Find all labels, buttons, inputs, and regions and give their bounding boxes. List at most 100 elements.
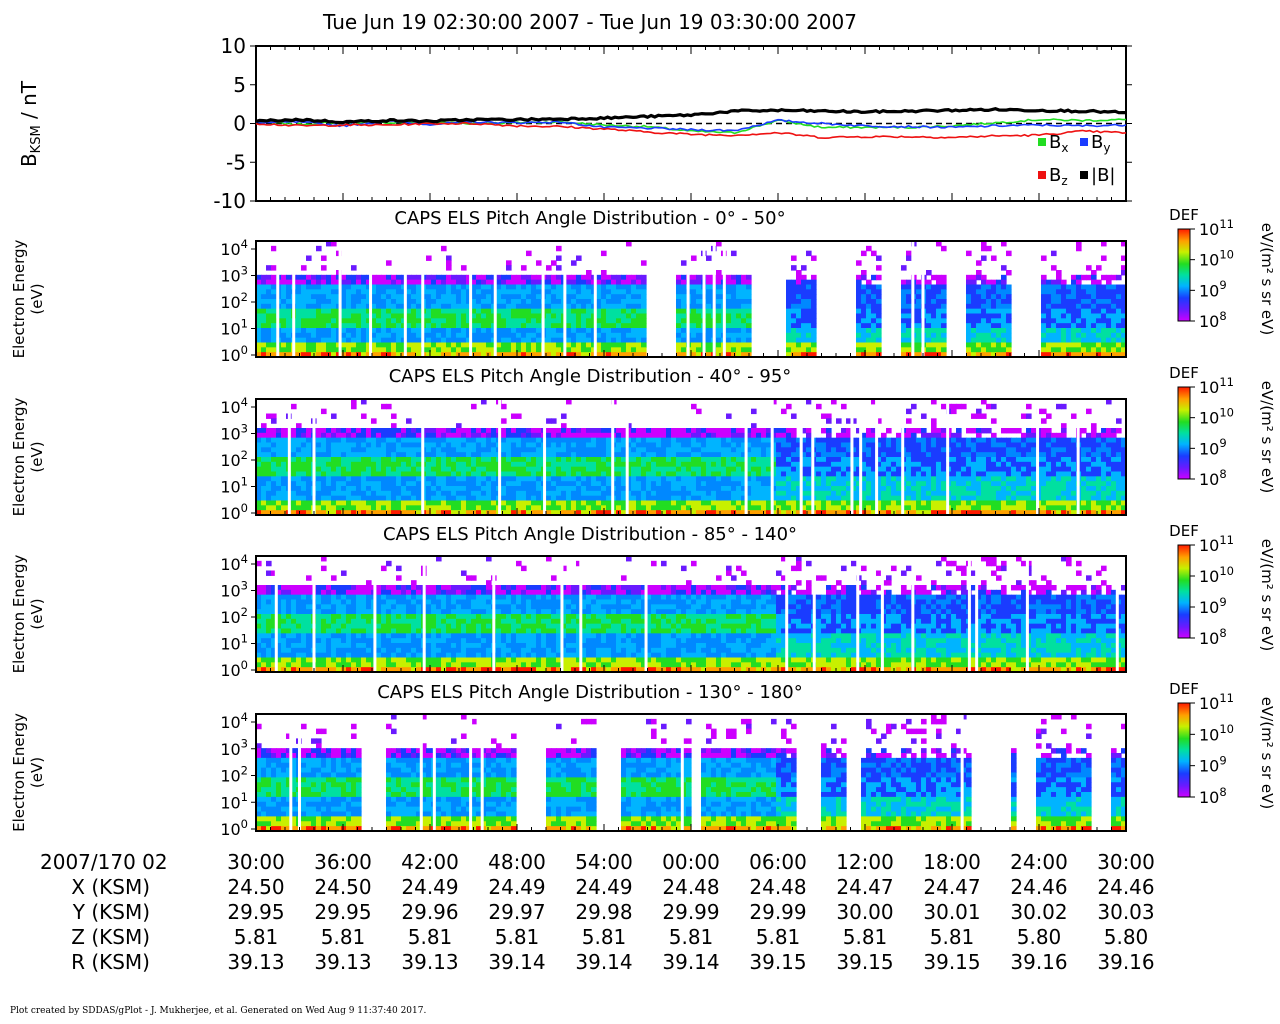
spectrogram-cell: [786, 481, 792, 486]
spectrogram-cell: [531, 433, 537, 438]
spectrogram-cell: [291, 467, 297, 472]
spectrogram-cell: [801, 318, 807, 323]
spectrogram-cell: [881, 433, 887, 438]
spectrogram-cell: [726, 314, 732, 319]
spectrogram-cell: [516, 323, 522, 328]
spectrogram-cell: [536, 328, 542, 333]
spectrogram-cell: [866, 505, 872, 510]
spectrogram-cell: [556, 285, 562, 290]
spectrogram-cell: [601, 270, 607, 275]
spectrogram-cell: [711, 443, 717, 448]
spectrogram-cell: [361, 443, 367, 448]
spectrogram-cell: [1061, 304, 1067, 309]
spectrogram-cell: [691, 443, 697, 448]
spectrogram-cell: [1096, 280, 1102, 285]
spectrogram-cell: [386, 343, 392, 348]
spectrogram-cell: [616, 457, 622, 462]
spectrogram-cell: [411, 462, 417, 467]
spectrogram-cell: [431, 338, 437, 343]
spectrogram-cell: [681, 304, 687, 309]
spectrogram-cell: [456, 323, 462, 328]
spectrogram-cell: [331, 501, 337, 506]
spectrogram-cell: [566, 457, 572, 462]
spectrogram-cell: [1111, 323, 1117, 328]
spectrogram-cell: [971, 333, 977, 338]
spectrogram-cell: [436, 338, 442, 343]
spectrogram-cell: [701, 476, 707, 481]
spectrogram-cell: [616, 501, 622, 506]
spectrogram-cell: [426, 256, 432, 261]
spectrogram-cell: [706, 318, 712, 323]
spectrogram-cell: [1091, 294, 1097, 299]
spectrogram-cell: [516, 501, 522, 506]
spectrogram-cell: [321, 294, 327, 299]
spectrogram-cell: [761, 428, 767, 433]
spectrogram-cell: [381, 505, 387, 510]
spectrogram-cell: [301, 452, 307, 457]
spectrogram-cell: [591, 496, 597, 501]
spectrogram-cell: [381, 433, 387, 438]
spectrogram-cell: [1001, 265, 1007, 270]
spectrogram-cell: [336, 505, 342, 510]
spectrogram-cell: [761, 433, 767, 438]
spectrogram-cell: [351, 472, 357, 477]
spectrogram-cell: [521, 476, 527, 481]
spectrogram-cell: [501, 333, 507, 338]
spectrogram-cell: [1086, 314, 1092, 319]
spectrogram-cell: [986, 328, 992, 333]
spectrogram-cell: [396, 294, 402, 299]
spectrogram-cell: [436, 476, 442, 481]
spectrogram-cell: [561, 462, 567, 467]
spectrogram-cell: [1091, 347, 1097, 352]
spectrogram-cell: [606, 304, 612, 309]
spectrogram-cell: [876, 289, 882, 294]
spectrogram-cell: [631, 323, 637, 328]
spectrogram-cell: [756, 472, 762, 477]
spectrogram-cell: [696, 280, 702, 285]
spectrogram-cell: [431, 433, 437, 438]
spectrogram-cell: [331, 299, 337, 304]
spectrogram-cell: [761, 476, 767, 481]
spectrogram-cell: [806, 457, 812, 462]
spectrogram-cell: [531, 467, 537, 472]
spectrogram-cell: [1111, 299, 1117, 304]
spectrogram-cell: [811, 328, 817, 333]
spectrogram-cell: [266, 309, 272, 314]
spectrogram-cell: [461, 476, 467, 481]
spectrogram-cell: [861, 314, 867, 319]
spectrogram-cell: [586, 270, 592, 275]
spectrogram-cell: [1051, 314, 1057, 319]
spectrogram-cell: [316, 338, 322, 343]
spectrogram-cell: [776, 476, 782, 481]
spectrogram-cell: [701, 428, 707, 433]
spectrogram-cell: [1006, 333, 1012, 338]
spectrogram-cell: [616, 428, 622, 433]
spectrogram-cell: [411, 314, 417, 319]
spectrogram-cell: [446, 452, 452, 457]
spectrogram-cell: [316, 343, 322, 348]
spectrogram-cell: [296, 438, 302, 443]
spectrogram-cell: [351, 309, 357, 314]
spectrogram-cell: [536, 289, 542, 294]
spectrogram-cell: [521, 314, 527, 319]
spectrogram-cell: [796, 323, 802, 328]
spectrogram-cell: [631, 476, 637, 481]
spectrogram-cell: [731, 472, 737, 477]
spectrogram-cell: [776, 443, 782, 448]
spectrogram-cell: [926, 270, 932, 275]
spectrogram-cell: [1091, 318, 1097, 323]
spectrogram-cell: [551, 309, 557, 314]
spectrogram-cell: [556, 299, 562, 304]
spectrogram-cell: [1066, 338, 1072, 343]
spectrogram-cell: [306, 462, 312, 467]
spectrogram-cell: [711, 438, 717, 443]
spectrogram-cell: [481, 314, 487, 319]
spectrogram-cell: [311, 343, 317, 348]
spectrogram-cell: [926, 285, 932, 290]
spectrogram-cell: [346, 304, 352, 309]
spectrogram-cell: [611, 333, 617, 338]
spectrogram-cell: [376, 328, 382, 333]
spectrogram-cell: [681, 472, 687, 477]
spectrogram-cell: [696, 285, 702, 290]
spectrogram-cell: [781, 486, 787, 491]
